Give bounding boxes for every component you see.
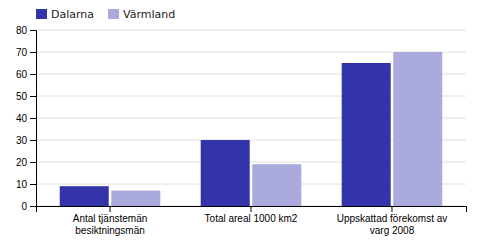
- tick-label-line: Total areal 1000 km2: [205, 213, 298, 224]
- tick-label: Total areal 1000 km2: [205, 213, 298, 224]
- tick: Antal tjänstemänbesiktningsmän: [73, 206, 147, 236]
- tick-label: 30: [16, 135, 28, 146]
- bar: [252, 164, 301, 206]
- tick-label-line: varg 2008: [370, 225, 415, 236]
- tick-label: Antal tjänstemänbesiktningsmän: [73, 213, 147, 236]
- tick-label: 70: [16, 47, 28, 58]
- tick-mark: [30, 52, 36, 53]
- grid: [36, 30, 466, 206]
- series: [60, 63, 391, 206]
- tick-label: 50: [16, 91, 28, 102]
- axis-line: [30, 31, 37, 207]
- legend: Dalarna Värmland: [36, 8, 175, 21]
- tick-mark: [30, 206, 36, 207]
- tick-mark: [110, 206, 111, 212]
- tick-label: 60: [16, 69, 28, 80]
- bar: [342, 63, 391, 206]
- tick-mark: [391, 206, 392, 212]
- tick-mark: [30, 74, 36, 75]
- legend-item: Värmland: [108, 8, 175, 21]
- x-axis: Antal tjänstemänbesiktningsmän Total area…: [37, 206, 467, 236]
- bars: [60, 52, 443, 206]
- tick-mark: [251, 206, 252, 212]
- series: [111, 52, 442, 206]
- chart: 0 10 20 30 40 50 60 70 80 Antal tjänstemänbesiktn…: [0, 0, 478, 252]
- tick-label: 80: [16, 25, 28, 36]
- tick: 10: [16, 179, 36, 190]
- tick-label-line: Antal tjänstemän: [73, 213, 147, 224]
- tick: Uppskattad förekomst avvarg 2008: [337, 206, 448, 236]
- bar: [60, 186, 109, 206]
- bar: [111, 191, 160, 206]
- legend-item: Dalarna: [36, 8, 94, 21]
- tick-mark: [30, 96, 36, 97]
- tick: 70: [16, 47, 36, 58]
- tick-label-line: Uppskattad förekomst av: [337, 213, 448, 224]
- tick: 0: [21, 201, 36, 212]
- legend-swatch: [108, 9, 119, 19]
- tick-mark: [30, 184, 36, 185]
- tick-label: 0: [21, 201, 27, 212]
- tick-label: 40: [16, 113, 28, 124]
- tick: 80: [16, 25, 36, 36]
- tick: 20: [16, 157, 36, 168]
- tick-mark: [30, 118, 36, 119]
- tick: 50: [16, 91, 36, 102]
- tick-mark: [30, 162, 36, 163]
- legend-label: Dalarna: [51, 8, 94, 21]
- bar: [393, 52, 442, 206]
- legend-swatch: [36, 9, 47, 19]
- tick: 30: [16, 135, 36, 146]
- tick-label: Uppskattad förekomst avvarg 2008: [337, 213, 448, 236]
- legend-label: Värmland: [123, 8, 175, 21]
- tick-mark: [30, 30, 36, 31]
- tick: 40: [16, 113, 36, 124]
- tick-label: 20: [16, 157, 28, 168]
- tick: 60: [16, 69, 36, 80]
- bar: [201, 140, 250, 206]
- plot: 0 10 20 30 40 50 60 70 80 Antal tjänstemänbesiktn…: [16, 25, 467, 236]
- tick-label: 10: [16, 179, 28, 190]
- tick-mark: [30, 140, 36, 141]
- tick-label-line: besiktningsmän: [75, 225, 144, 236]
- axis-line: [37, 207, 467, 213]
- tick: Total areal 1000 km2: [205, 206, 298, 224]
- y-axis: 0 10 20 30 40 50 60 70 80: [16, 25, 37, 212]
- grid-line: [36, 30, 466, 31]
